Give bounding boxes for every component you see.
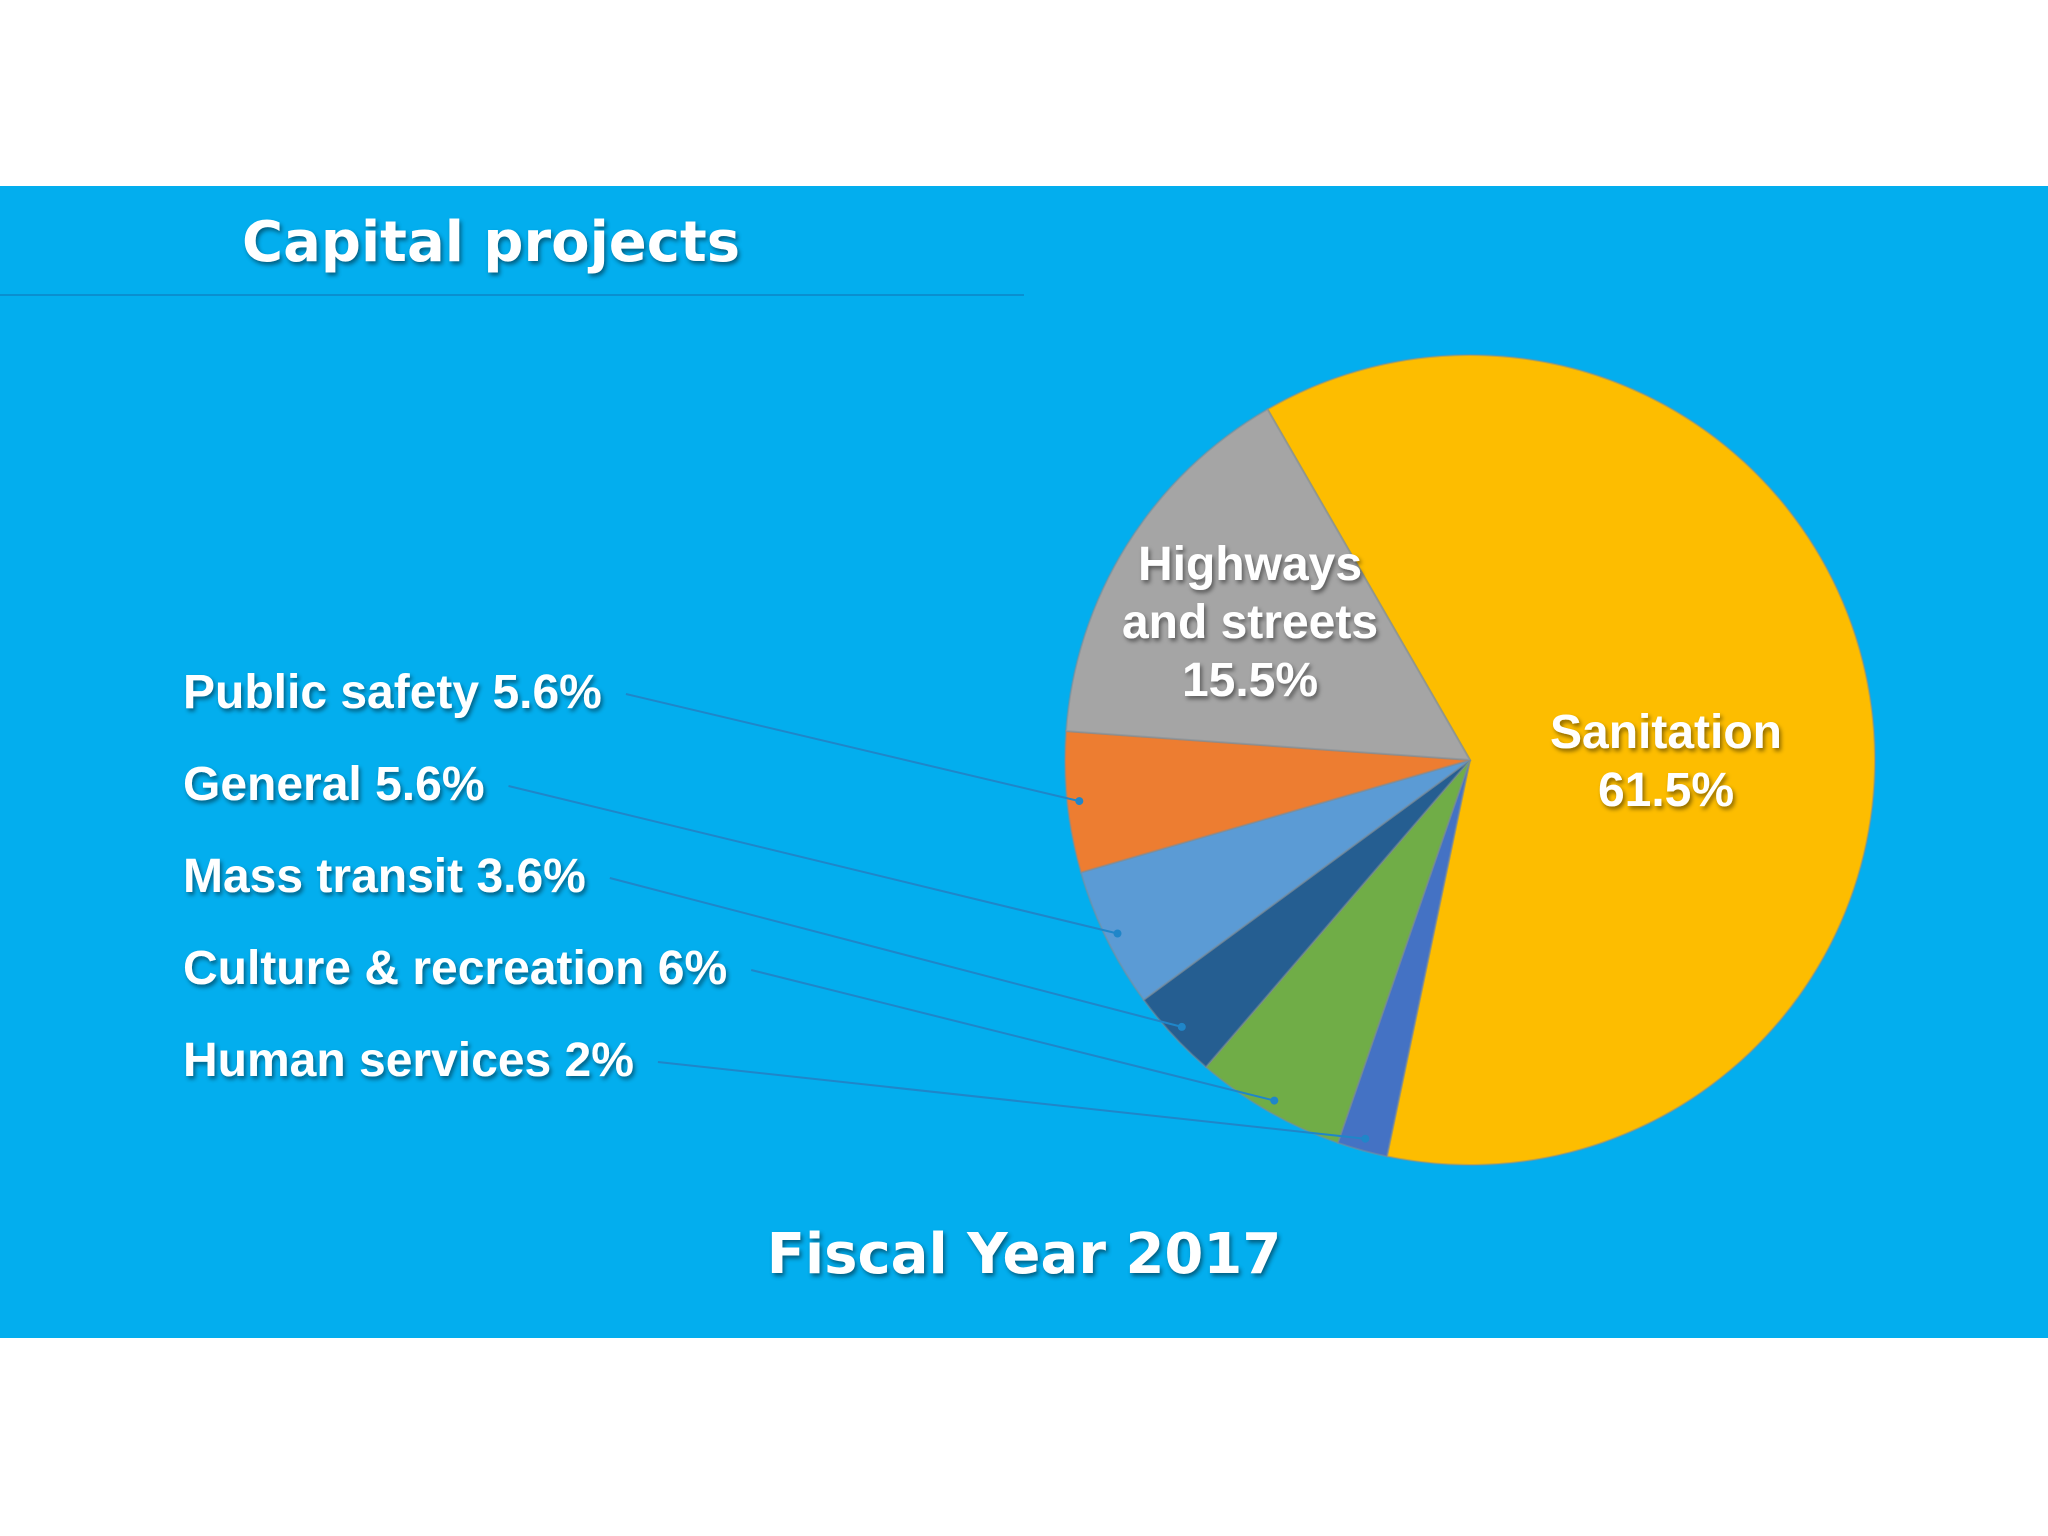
inside-label-highways-and-streets-line-1: Highways (1138, 538, 1362, 591)
pie-slice-culture-and-recreation (1204, 759, 1471, 1145)
leader-line-human-services (657, 1061, 1366, 1140)
inside-label-highways-and-streets-line-3: 15.5% (1182, 654, 1318, 707)
leader-dot-culture-and-recreation (1270, 1096, 1279, 1105)
leader-dot-human-services (1361, 1134, 1370, 1143)
callout-label-mass-transit: Mass transit 3.6% (183, 850, 586, 903)
inside-label-sanitation-line-1: Sanitation (1550, 706, 1782, 759)
inside-label-sanitation-line-2: 61.5% (1598, 764, 1734, 817)
pie-slice-highways-and-streets (1064, 407, 1472, 762)
title-underline (0, 294, 1024, 296)
leader-line-general (508, 785, 1118, 935)
callout-label-public-safety: Public safety 5.6% (183, 666, 602, 719)
callout-label-general: General 5.6% (183, 758, 485, 811)
leader-dot-public-safety (1075, 797, 1084, 806)
inside-label-highways-and-streets-line-2: and streets (1122, 596, 1378, 649)
callout-label-human-services: Human services 2% (183, 1034, 634, 1087)
callout-label-culture-and-recreation: Culture & recreation 6% (183, 942, 727, 995)
leader-dot-general (1113, 929, 1122, 938)
leader-line-culture-and-recreation (750, 969, 1275, 1102)
footer-caption: Fiscal Year 2017 (766, 1222, 1282, 1287)
leader-lines (508, 693, 1370, 1143)
leader-dot-mass-transit (1177, 1022, 1186, 1031)
pie-slice-sanitation (1266, 354, 1876, 1167)
leader-line-mass-transit (609, 877, 1183, 1028)
chart-title: Capital projects (242, 210, 741, 275)
pie-slice-public-safety (1064, 730, 1471, 874)
leader-line-public-safety (625, 693, 1080, 803)
pie-slices (1064, 354, 1876, 1167)
pie-slice-general (1079, 759, 1471, 1002)
